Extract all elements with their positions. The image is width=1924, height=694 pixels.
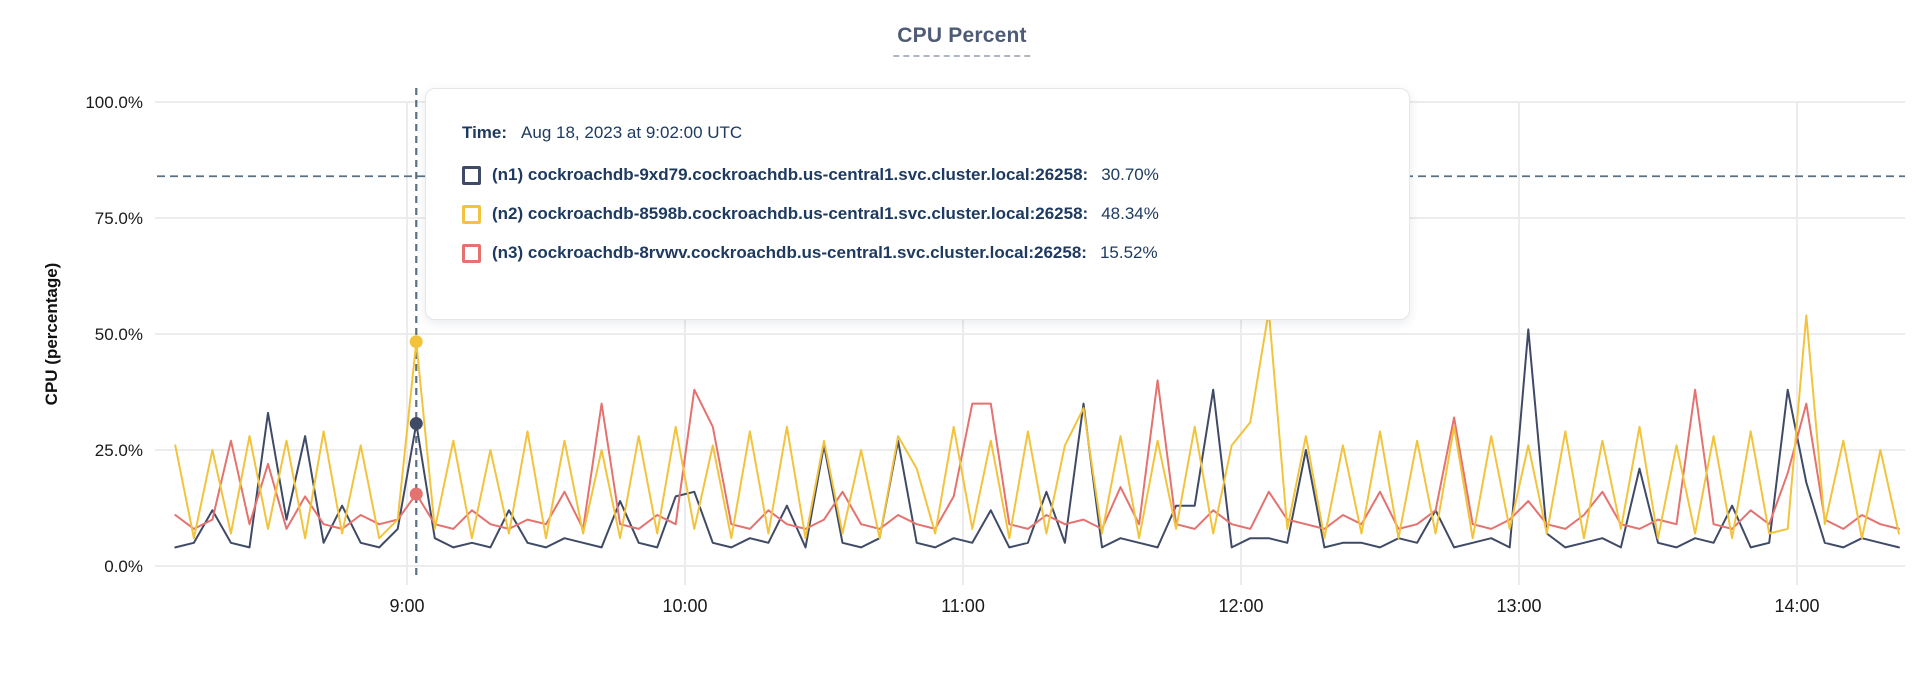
chart-hover-tooltip: Time: Aug 18, 2023 at 9:02:00 UTC (n1) c… [425,88,1410,320]
tooltip-time-label: Time: [462,123,508,142]
x-axis-tick-label: 13:00 [1496,596,1541,616]
x-axis-tick-label: 10:00 [662,596,707,616]
hover-point-dot-n1 [409,417,423,431]
y-axis-tick-label: 100.0% [85,93,143,112]
series-n2-swatch-icon [462,204,481,224]
hover-point-dot-n3 [409,487,423,501]
y-axis-tick-label: 75.0% [95,209,143,228]
tooltip-series-row-n3: (n3) cockroachdb-8rvwv.cockroachdb.us-ce… [462,243,1379,263]
series-n3-label: (n3) cockroachdb-8rvwv.cockroachdb.us-ce… [492,243,1087,262]
x-axis-tick-label: 11:00 [941,596,985,616]
chart-title: CPU Percent [893,24,1031,57]
y-axis-title: CPU (percentage) [42,263,61,406]
x-axis-tick-label: 12:00 [1218,596,1263,616]
y-axis-tick-label: 25.0% [95,441,143,460]
series-line-n3 [174,379,1900,530]
y-axis-tick-label: 50.0% [95,325,143,344]
series-n1-value: 30.70% [1101,165,1159,184]
x-axis-tick-label: 9:00 [389,596,424,616]
series-n3-value: 15.52% [1099,243,1158,262]
series-n2-value: 48.34% [1101,204,1159,223]
x-axis-tick-label: 14:00 [1774,596,1819,616]
tooltip-series-row-n1: (n1) cockroachdb-9xd79.cockroachdb.us-ce… [462,165,1379,185]
series-n1-label: (n1) cockroachdb-9xd79.cockroachdb.us-ce… [492,165,1089,184]
series-n3-swatch-icon [462,243,481,263]
series-line-n2 [174,309,1900,540]
tooltip-series-row-n2: (n2) cockroachdb-8598b.cockroachdb.us-ce… [462,204,1379,224]
y-axis-tick-label: 0.0% [104,557,143,576]
tooltip-time-value: Aug 18, 2023 at 9:02:00 UTC [521,123,743,142]
series-n2-label: (n2) cockroachdb-8598b.cockroachdb.us-ce… [492,204,1089,223]
series-line-n1 [174,328,1900,549]
hover-point-dot-n2 [409,335,423,349]
series-n1-swatch-icon [462,165,481,185]
tooltip-time-row: Time: Aug 18, 2023 at 9:02:00 UTC [462,123,1379,143]
